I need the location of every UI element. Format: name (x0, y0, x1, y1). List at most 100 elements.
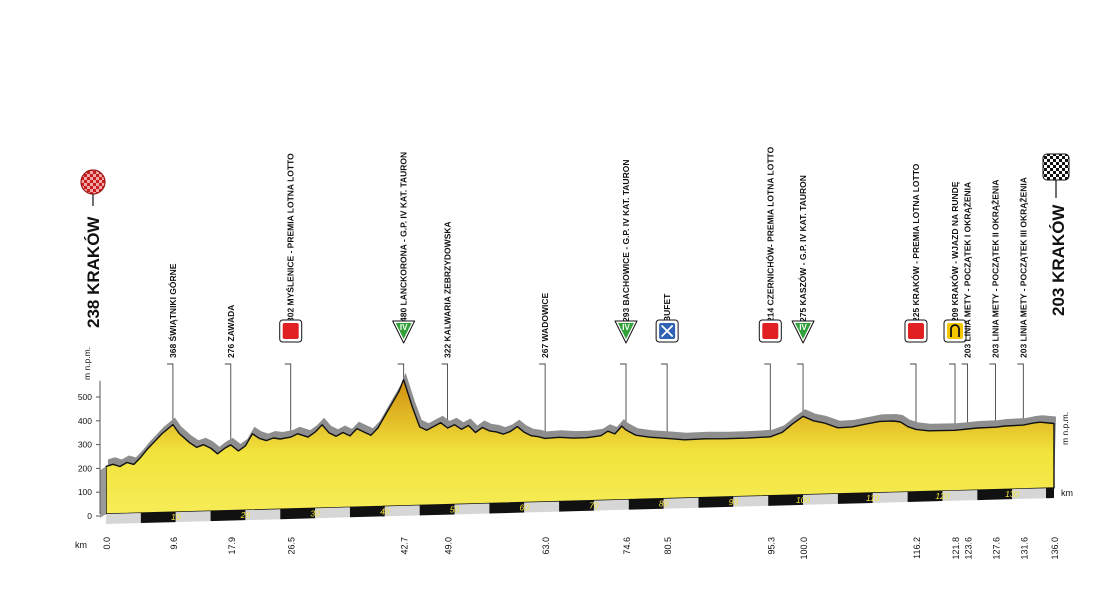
distance-band-segment (315, 507, 350, 519)
distance-band-segment (489, 502, 525, 514)
km-marker-label: 121.8 (951, 537, 961, 560)
profile-area (105, 379, 1055, 515)
svg-text:IV: IV (400, 323, 408, 332)
distance-band-label: 130 (1005, 489, 1019, 499)
feed-zone-icon (655, 319, 679, 343)
y-tick-label: 300 (78, 440, 92, 450)
waypoint-label: 209 KRAKÓW - WJAZD NA RUNDĘ (949, 181, 960, 322)
km-marker-label: 116.2 (912, 537, 922, 559)
y-tick-label: 400 (78, 416, 92, 426)
km-marker-label: 123.6 (964, 537, 974, 560)
waypoint-label: 480 LANCKORONA - G.P. IV KAT. TAURON (399, 152, 409, 322)
distance-band-segment (454, 503, 490, 515)
y-tick-label: 200 (78, 463, 92, 473)
sprint-icon (758, 319, 782, 343)
distance-band-label: 30 (310, 508, 320, 518)
km-marker-label: 42.7 (400, 537, 410, 555)
y-axis-label-left: m n.p.m. (82, 347, 92, 380)
km-marker-label: 9.6 (169, 537, 179, 550)
distance-band-label: 40 (380, 506, 390, 516)
distance-band-label: 120 (935, 491, 949, 501)
distance-band-segment (384, 505, 420, 517)
lap-entry-icon (943, 319, 967, 343)
x-unit-right: km (1061, 488, 1073, 498)
distance-band-label: 110 (866, 493, 880, 503)
km-marker-label: 63.0 (541, 537, 551, 555)
km-marker-label: 74.6 (622, 537, 632, 555)
distance-band-segment (733, 495, 769, 507)
km-marker-label: 100.0 (799, 537, 809, 560)
waypoint-label: 302 MYŚLENICE - PREMIA LOTNA LOTTO (285, 153, 296, 322)
svg-text:IV: IV (799, 323, 807, 332)
distance-band-segment (349, 506, 385, 518)
distance-band-segment (837, 492, 873, 504)
distance-band-label: 60 (520, 503, 530, 513)
climb-category-icon: IV (392, 320, 416, 344)
sprint-icon (904, 319, 928, 343)
distance-band-segment (210, 510, 246, 522)
distance-band-segment (803, 493, 838, 505)
distance-band-label: 90 (729, 497, 739, 507)
distance-band-segment (942, 490, 978, 502)
distance-band-segment (907, 491, 943, 503)
distance-band-segment (768, 494, 804, 506)
distance-band-label: 20 (240, 510, 251, 520)
waypoint-label: 275 KASZÓW - G.P. IV KAT. TAURON (797, 175, 808, 322)
distance-band-label: 80 (659, 499, 669, 509)
y-axis-label-right: m n.p.m. (1060, 412, 1070, 445)
y-tick-label: 0 (87, 511, 92, 521)
km-marker-label: 127.6 (991, 537, 1001, 560)
waypoint-label: 293 BACHOWICE - G.P. IV KAT. TAURON (621, 160, 631, 322)
km-marker-label: 95.3 (766, 537, 776, 555)
distance-band-label: 100 (796, 495, 810, 505)
distance-band-segment (175, 511, 211, 523)
km-marker-label: 131.6 (1019, 537, 1029, 560)
svg-text:IV: IV (622, 323, 630, 332)
km-marker-label: 80.5 (663, 537, 673, 555)
distance-band-segment (698, 496, 734, 508)
distance-band: 10 20 30 40 50 60 70 80 90 100 110 120 130 (106, 488, 1054, 524)
waypoint-label: 203 LINIA METY - POCZĄTEK II OKRĄŻENIA (990, 179, 1000, 358)
distance-band-label: 70 (589, 501, 599, 511)
waypoint-label: 203 LINIA METY - POCZĄTEK III OKRĄŻENIA (1018, 177, 1028, 358)
distance-band-segment (280, 508, 316, 520)
distance-band-segment (663, 497, 699, 509)
y-tick-label: 500 (78, 392, 92, 402)
distance-band-end (1046, 488, 1054, 498)
waypoint-label: 203 LINIA METY - POCZĄTEK I OKRĄŻENIA (963, 182, 973, 358)
waypoint-label: 225 KRAKÓW - PREMIA LOTNA LOTTO (910, 163, 921, 322)
distance-band-segment (140, 512, 176, 524)
y-tick-label: 100 (78, 487, 92, 497)
start-label: 238 KRAKÓW (84, 216, 103, 328)
distance-band-segment (245, 509, 281, 521)
waypoint-label: 214 CZERNICHÓW- PREMIA LOTNA LOTTO (764, 146, 775, 322)
waypoint-label: 267 WADOWICE (540, 292, 550, 358)
km-markers: 0.0 9.6 17.9 26.5 42.7 49.0 63.0 74.6 80.5 95.3 10… (102, 537, 1060, 560)
distance-band-segment (1012, 488, 1048, 500)
distance-band-segment (559, 500, 594, 512)
waypoint-label: 368 ŚWIĄTNIKI GÓRNE (167, 263, 178, 358)
elevation-profile (100, 372, 1056, 518)
start-flag-icon (80, 169, 106, 206)
km-marker-label: 26.5 (287, 537, 297, 555)
elevation-axis: 0 100 200 300 400 500 (78, 380, 101, 521)
km-marker-label: 49.0 (444, 537, 454, 555)
distance-band-segment (872, 492, 908, 503)
profile-left-wall (100, 466, 106, 518)
waypoints: 368 ŚWIĄTNIKI GÓRNE 276 ZAWADA 302 MYŚLENI… (167, 146, 1028, 358)
waypoint-label: 322 KALWARIA ZEBRZYDOWSKA (443, 221, 453, 358)
distance-band-segment (977, 489, 1013, 501)
waypoint-label: BUFET (662, 293, 672, 322)
climb-category-icon: IV (614, 320, 638, 344)
km-marker-label: 136.0 (1050, 537, 1060, 560)
distance-band-label: 10 (171, 512, 181, 522)
climb-category-icon: IV (791, 320, 815, 344)
distance-band-segment (419, 504, 455, 516)
distance-band-label: 50 (450, 504, 460, 514)
distance-band-segment (628, 498, 664, 510)
distance-band-segment (524, 501, 560, 513)
km-marker-label: 0.0 (102, 537, 112, 550)
finish-flag-icon (1042, 153, 1070, 198)
waypoint-label: 276 ZAWADA (226, 305, 236, 358)
